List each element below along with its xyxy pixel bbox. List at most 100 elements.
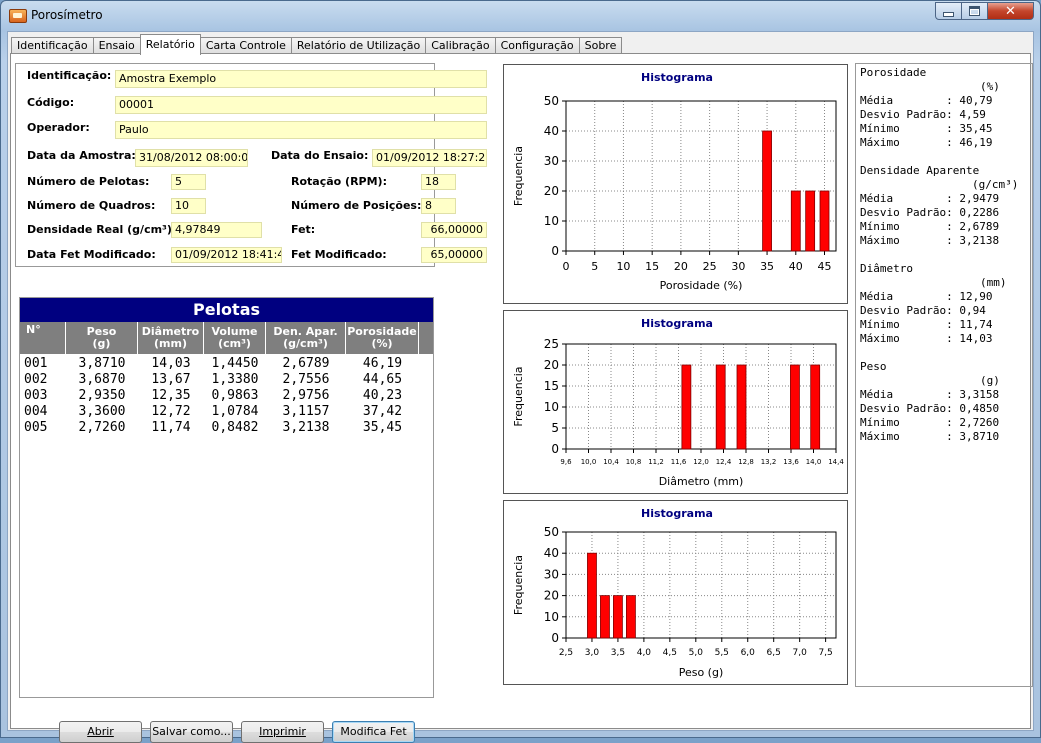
table-cell: 46,19 <box>362 356 403 371</box>
densidade-label: Densidade Real (g/cm³): <box>27 223 177 236</box>
close-icon: ✕ <box>1005 3 1016 19</box>
x-tick-label: 45 <box>818 260 832 273</box>
imprimir-button[interactable]: Imprimir <box>241 721 324 743</box>
y-tick-label: 10 <box>544 214 559 228</box>
stats-label: Desvio Padrão: <box>860 108 960 121</box>
stats-unit: (%) <box>980 80 1000 93</box>
table-cell: 12,72 <box>151 404 191 419</box>
tab-5[interactable]: Calibração <box>425 37 496 55</box>
column-header-text: (g) <box>92 337 111 350</box>
x-axis-title: Peso (g) <box>679 666 724 679</box>
column-header-text: Peso <box>86 325 117 338</box>
table-row[interactable]: 002 3,6870 13,67 1,3380 2,7556 44,65 <box>20 372 433 388</box>
y-tick-label: 40 <box>544 124 559 138</box>
maximize-button[interactable] <box>962 2 988 20</box>
histogram-bar <box>790 364 800 450</box>
x-tick-label: 14,4 <box>828 458 844 466</box>
stats-value: 3,3158 <box>959 388 1000 401</box>
y-tick-label: 15 <box>544 379 559 393</box>
stats-value: 12,90 <box>959 290 993 303</box>
salvar-como-button[interactable]: Salvar como... <box>150 721 233 743</box>
y-tick-label: 20 <box>544 184 559 198</box>
chart-title: Histograma <box>641 317 713 330</box>
stats-label: Mínimo : <box>860 416 960 429</box>
tab-6[interactable]: Configuração <box>494 37 580 55</box>
stats-label: Mínimo : <box>860 220 960 233</box>
num-quadros-field[interactable]: 10 <box>171 198 206 214</box>
title-bar[interactable]: Porosímetro ✕ <box>1 1 1040 29</box>
x-tick-label: 25 <box>703 260 717 273</box>
table-cell: 35,45 <box>362 420 403 435</box>
stats-line-media: Média : 40,79 <box>860 94 1032 108</box>
identificacao-field[interactable]: Amostra Exemplo <box>115 70 487 88</box>
stats-value: 14,03 <box>959 332 993 345</box>
table-cell: 1,0784 <box>211 404 259 419</box>
tab-2[interactable]: Relatório <box>139 34 201 55</box>
x-tick-label: 13,2 <box>761 458 777 466</box>
column-header: Peso (g) <box>66 322 138 354</box>
column-header: Diâmetro (mm) <box>138 322 204 354</box>
x-tick-label: 11,6 <box>671 458 687 466</box>
pelotas-table[interactable]: Pelotas N° Peso (g) Diâmetro (mm) Volume (cm³)… <box>19 297 434 698</box>
stats-value: 2,9479 <box>959 192 1000 205</box>
histogram-peso: Histograma 0 10 20 30 40 50 2,5 3,0 3,5 4,0 4,5 5,0 5… <box>503 500 848 685</box>
histogram-bar <box>736 364 747 450</box>
tab-4[interactable]: Relatório de Utilização <box>290 37 427 55</box>
imprimir-button-label: Imprimir <box>259 725 306 738</box>
y-tick-label: 10 <box>544 400 559 414</box>
num-pelotas-field[interactable]: 5 <box>171 174 206 190</box>
num-quadros-label: Número de Quadros: <box>27 199 156 212</box>
minimize-button[interactable] <box>935 2 962 20</box>
stats-value: 3,8710 <box>959 430 1000 443</box>
table-cell: 3,1157 <box>282 404 330 419</box>
table-cell: 3,3600 <box>78 404 126 419</box>
stats-line-media: Média : 12,90 <box>860 290 1032 304</box>
fet-field[interactable]: 66,00000 <box>421 222 487 238</box>
stats-line-minimo: Mínimo : 11,74 <box>860 318 1032 332</box>
stats-label: Máximo : <box>860 332 960 345</box>
num-posicoes-label: Número de Posições: <box>291 199 422 212</box>
column-header: N° <box>20 322 66 354</box>
operador-field[interactable]: Paulo <box>115 121 487 139</box>
histogram-bar <box>810 364 821 450</box>
tab-1[interactable]: Ensaio <box>92 37 141 55</box>
num-posicoes-field[interactable]: 8 <box>421 198 456 214</box>
table-cell: 40,23 <box>362 388 403 403</box>
table-cell: 1,3380 <box>211 372 259 387</box>
table-row[interactable]: 003 2,9350 12,35 0,9863 2,9756 40,23 <box>20 388 433 404</box>
table-row[interactable]: 001 3,8710 14,03 1,4450 2,6789 46,19 <box>20 356 433 372</box>
table-cell: 2,7260 <box>78 420 126 435</box>
table-cell: 0,8482 <box>211 420 259 435</box>
table-cell: 002 <box>24 372 48 387</box>
column-header-text: Volume <box>211 325 258 338</box>
histogram-bar <box>715 364 726 450</box>
histogram-porosidade: Histograma 0 10 20 30 40 50 0 5 10 15 20 25 30 35 40 45 P… <box>503 64 848 304</box>
abrir-button[interactable]: Abrir <box>59 721 142 743</box>
table-cell: 3,6870 <box>78 372 126 387</box>
x-tick-label: 15 <box>645 260 659 273</box>
data-ensaio-field[interactable]: 01/09/2012 18:27:28 <box>372 149 487 167</box>
modifica-fet-button[interactable]: Modifica Fet <box>332 721 415 743</box>
table-row[interactable]: 004 3,3600 12,72 1,0784 3,1157 37,42 <box>20 404 433 420</box>
tab-0[interactable]: Identificação <box>11 37 94 55</box>
data-fet-field[interactable]: 01/09/2012 18:41:40 <box>171 247 282 263</box>
histogram-bar <box>681 364 692 450</box>
y-tick-label: 20 <box>544 589 559 603</box>
histogram-bar <box>600 595 610 639</box>
stats-label: Desvio Padrão: <box>860 402 960 415</box>
stats-value: 2,7260 <box>959 416 1000 429</box>
x-tick-label: 4,5 <box>663 648 677 658</box>
close-button[interactable]: ✕ <box>988 2 1034 20</box>
fet-mod-field[interactable]: 65,00000 <box>421 247 487 263</box>
table-row[interactable]: 005 2,7260 11,74 0,8482 3,2138 35,45 <box>20 420 433 436</box>
tab-7[interactable]: Sobre <box>578 37 623 55</box>
table-cell: 3,2138 <box>282 420 330 435</box>
densidade-field[interactable]: 4,97849 <box>171 222 262 238</box>
codigo-field[interactable]: 00001 <box>115 96 487 114</box>
data-amostra-field[interactable]: 31/08/2012 08:00:00 <box>135 149 248 167</box>
histogram-svg: Histograma 0 10 20 30 40 50 0 5 10 15 20 25 30 35 40 45 P… <box>512 71 837 292</box>
stats-line-maximo: Máximo : 46,19 <box>860 136 1032 150</box>
stats-label: Desvio Padrão: <box>860 206 960 219</box>
rotacao-field[interactable]: 18 <box>421 174 456 190</box>
